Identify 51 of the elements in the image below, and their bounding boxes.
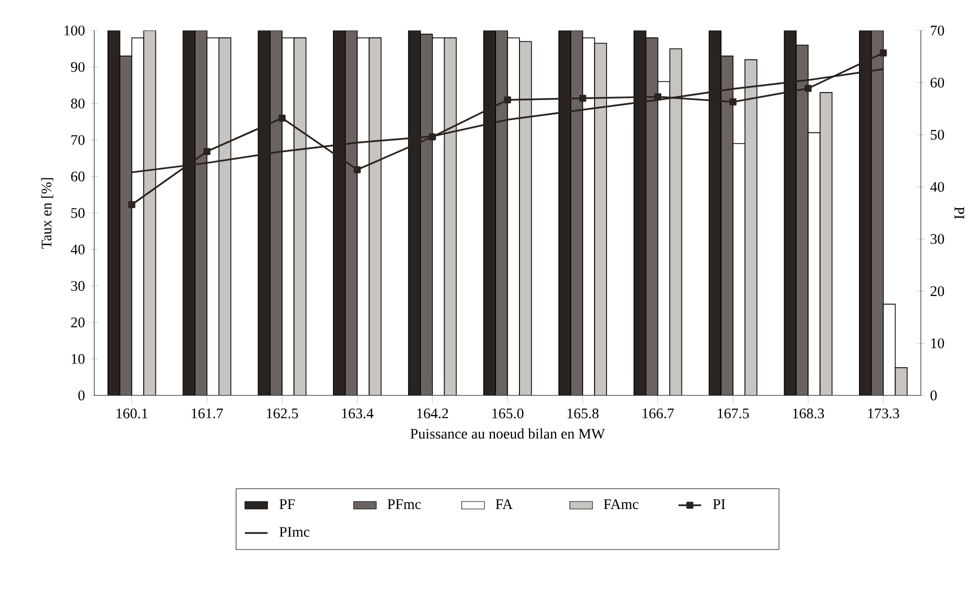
y2-tick-label: 20 [930,286,944,296]
y-tick-label: 0 [78,390,85,400]
x-tick-label: 162.5 [266,408,298,418]
y-tick-label: 40 [70,244,85,254]
point [579,94,586,102]
x-tick-label: 164.2 [417,408,448,418]
legend-label: PF [279,499,295,509]
x-tick-label: 166.7 [642,408,674,418]
point [504,96,512,104]
x-tick-label: 165.0 [492,408,524,418]
y2-axis-title: PI [954,206,964,219]
x-tick-label: 165.8 [568,408,599,418]
point [804,84,812,92]
point [880,49,887,56]
point [654,92,662,100]
x-tick-label: 161.7 [192,408,223,418]
point [278,114,286,122]
y2-tick-label: 10 [931,338,944,348]
point [128,200,136,208]
y2-tick-label: 30 [930,234,944,244]
y-tick-label: 70 [71,134,85,145]
y2-tick-label: 40 [930,182,944,192]
legend-label: PImc [279,526,310,537]
y-axis-title: Taux en [%] [41,178,54,248]
x-tick-label: 167.5 [718,408,749,418]
legend-label: FA [496,499,513,509]
y2-tick-label: 0 [930,390,937,400]
x-axis-title: Puissance au noeud bilan en MW [410,428,605,439]
y-tick-label: 60 [71,171,85,182]
point [428,133,436,140]
x-tick-label: 173.3 [868,408,900,418]
x-tick-label: 160.1 [116,408,148,418]
legend-label: FAmc [604,499,638,509]
bar [108,30,120,396]
y-tick-label: 30 [71,280,85,291]
point [354,166,361,173]
y2-tick-label: 60 [930,78,944,88]
y-tick-label: 10 [72,354,85,364]
y-tick-label: 90 [70,62,85,72]
y-tick-label: 50 [71,208,85,218]
y-tick-label: 20 [71,317,85,328]
legend-label: PI [713,499,726,509]
x-tick-label: 168.3 [793,408,824,418]
x-tick-label: 163.4 [342,408,374,418]
legend-label: PFmc [388,499,421,509]
point [729,98,737,106]
y-tick-label: 80 [71,98,85,108]
point [203,148,210,155]
y-tick-label: 100 [64,25,85,36]
y2-tick-label: 70 [930,25,944,36]
y2-tick-label: 50 [930,130,944,140]
